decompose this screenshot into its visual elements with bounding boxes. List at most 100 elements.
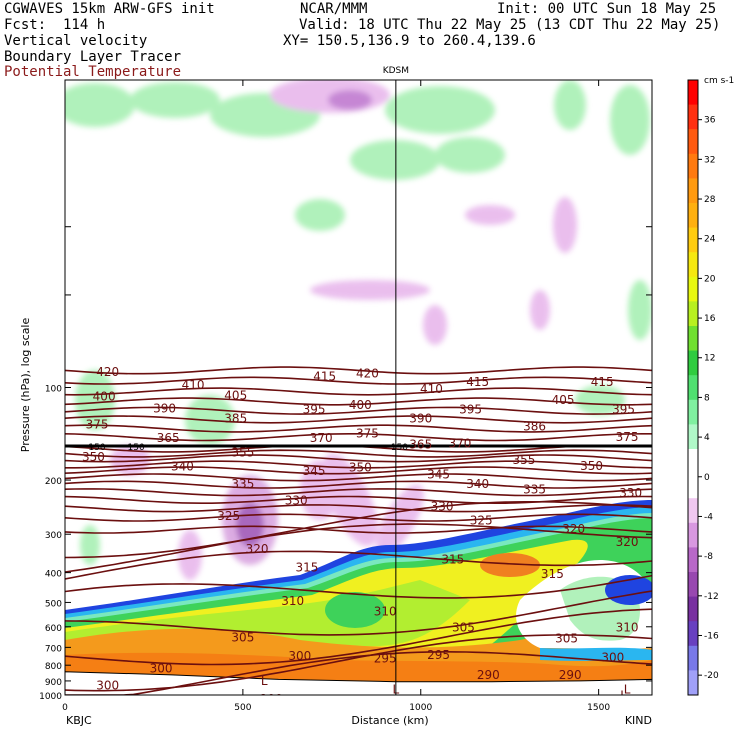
theta-label: 300	[288, 649, 311, 663]
y-tick-label: 200	[45, 477, 62, 487]
potential-temperature-contours	[65, 366, 652, 695]
colorbar-segment	[688, 596, 698, 622]
low-marker: L	[261, 674, 268, 688]
theta-label: 330	[285, 493, 308, 507]
colorbar-units: cm s-1	[704, 76, 734, 86]
y-tick-label: 400	[45, 570, 62, 580]
theta-label: 330	[619, 486, 642, 500]
header-fcst: Fcst: 114 h	[4, 17, 106, 33]
theta-contour-405	[65, 397, 652, 406]
theta-label: 395	[459, 403, 482, 417]
tropopause-label: 150	[88, 443, 105, 453]
theta-contour-350	[65, 480, 652, 489]
theta-contour-325	[65, 525, 652, 534]
theta-label: 345	[303, 464, 326, 478]
theta-label: 355	[512, 453, 535, 467]
theta-contour-410	[65, 387, 652, 396]
colorbar-tick-label: -12	[704, 592, 719, 602]
station-left-label: KBJC	[66, 714, 92, 727]
tropopause-label: 150	[128, 443, 145, 453]
theta-contour-345	[65, 488, 652, 497]
y-tick-label: 800	[45, 662, 62, 672]
colorbar-tick-label: 12	[704, 354, 715, 364]
theta-label: 320	[616, 535, 639, 549]
header-center: NCAR/MMM	[300, 1, 368, 17]
theta-label: 415	[466, 375, 489, 389]
vertical-velocity-upper	[65, 80, 652, 580]
theta-label: 375	[86, 418, 109, 432]
header-field-theta: Potential Temperature	[4, 64, 182, 80]
colorbar-tick-label: 4	[704, 433, 710, 443]
theta-label: 415	[591, 375, 614, 389]
theta-contour-335	[65, 504, 652, 513]
colorbar-segment	[688, 350, 698, 376]
theta-contour-415	[65, 376, 652, 385]
theta-contour-285	[65, 650, 652, 695]
theta-label: 405	[224, 388, 247, 402]
theta-label: 395	[612, 403, 635, 417]
colorbar-tick-label: 0	[704, 473, 710, 483]
colorbar-tick-label: 20	[704, 274, 716, 284]
theta-contour-340	[65, 495, 652, 504]
station-mid-label: KDSM	[383, 66, 409, 76]
theta-label: 390	[409, 411, 432, 425]
theta-contour-375	[65, 449, 652, 458]
theta-label: 365	[409, 437, 432, 451]
x-axis: 0 500 1000 1500	[62, 80, 610, 713]
theta-label: 410	[420, 382, 443, 396]
colorbar-segment	[688, 326, 698, 352]
theta-label: 420	[96, 365, 119, 379]
colorbar-segment	[688, 227, 698, 253]
theta-label: 350	[82, 450, 105, 464]
theta-label: 320	[562, 522, 585, 536]
theta-label: 310	[281, 594, 304, 608]
theta-label: 305	[231, 630, 254, 644]
colorbar-segment	[688, 547, 698, 573]
colorbar-segment	[688, 670, 698, 696]
theta-label: 325	[470, 514, 493, 528]
theta-label: 290	[559, 668, 582, 682]
theta-label: 340	[171, 460, 194, 474]
theta-contour-370	[65, 454, 652, 463]
colorbar-tick-label: 32	[704, 155, 715, 165]
colorbar-segment	[688, 129, 698, 155]
tropopause-label: 150	[391, 443, 408, 453]
x-tick-label: 0	[62, 703, 68, 713]
theta-label: 290	[260, 692, 283, 706]
colorbar-tick-label: -8	[704, 552, 713, 562]
theta-label: 315	[441, 553, 464, 567]
y-tick-label: 500	[45, 599, 62, 609]
theta-contour-400	[65, 406, 652, 415]
theta-label: 310	[374, 604, 397, 618]
theta-label: 300	[96, 678, 119, 692]
colorbar-tick-label: 24	[704, 235, 716, 245]
header-valid: Valid: 18 UTC Thu 22 May 25 (13 CDT Thu …	[299, 17, 721, 33]
theta-label: 320	[246, 542, 269, 556]
theta-label: 420	[356, 366, 379, 380]
theta-label: 370	[310, 431, 333, 445]
theta-contour-395	[65, 415, 652, 424]
theta-contour-385	[65, 433, 652, 442]
theta-label: 325	[217, 509, 240, 523]
theta-label: 400	[349, 398, 372, 412]
theta-label: 300	[150, 661, 173, 675]
theta-label: 370	[448, 436, 471, 450]
theta-label: 375	[616, 430, 639, 444]
theta-label: 300	[601, 650, 624, 664]
colorbar-tick-label: 28	[704, 195, 716, 205]
colorbar-segment	[688, 252, 698, 278]
header-xy: XY= 150.5,136.9 to 260.4,139.6	[283, 33, 536, 49]
theta-label: 330	[431, 500, 454, 514]
theta-label: 395	[303, 403, 326, 417]
colorbar-segment	[688, 80, 698, 106]
colorbar-frame	[687, 79, 699, 696]
colorbar-segment	[688, 375, 698, 401]
theta-label: 295	[427, 648, 450, 662]
theta-label: 315	[295, 561, 318, 575]
colorbar-segment	[688, 645, 698, 671]
station-right-label: KIND	[625, 714, 652, 727]
colorbar-tick-label: -20	[704, 671, 719, 681]
tracer-low-marker: L	[620, 689, 627, 703]
theta-label: 295	[374, 651, 397, 665]
colorbar-segment	[688, 104, 698, 130]
